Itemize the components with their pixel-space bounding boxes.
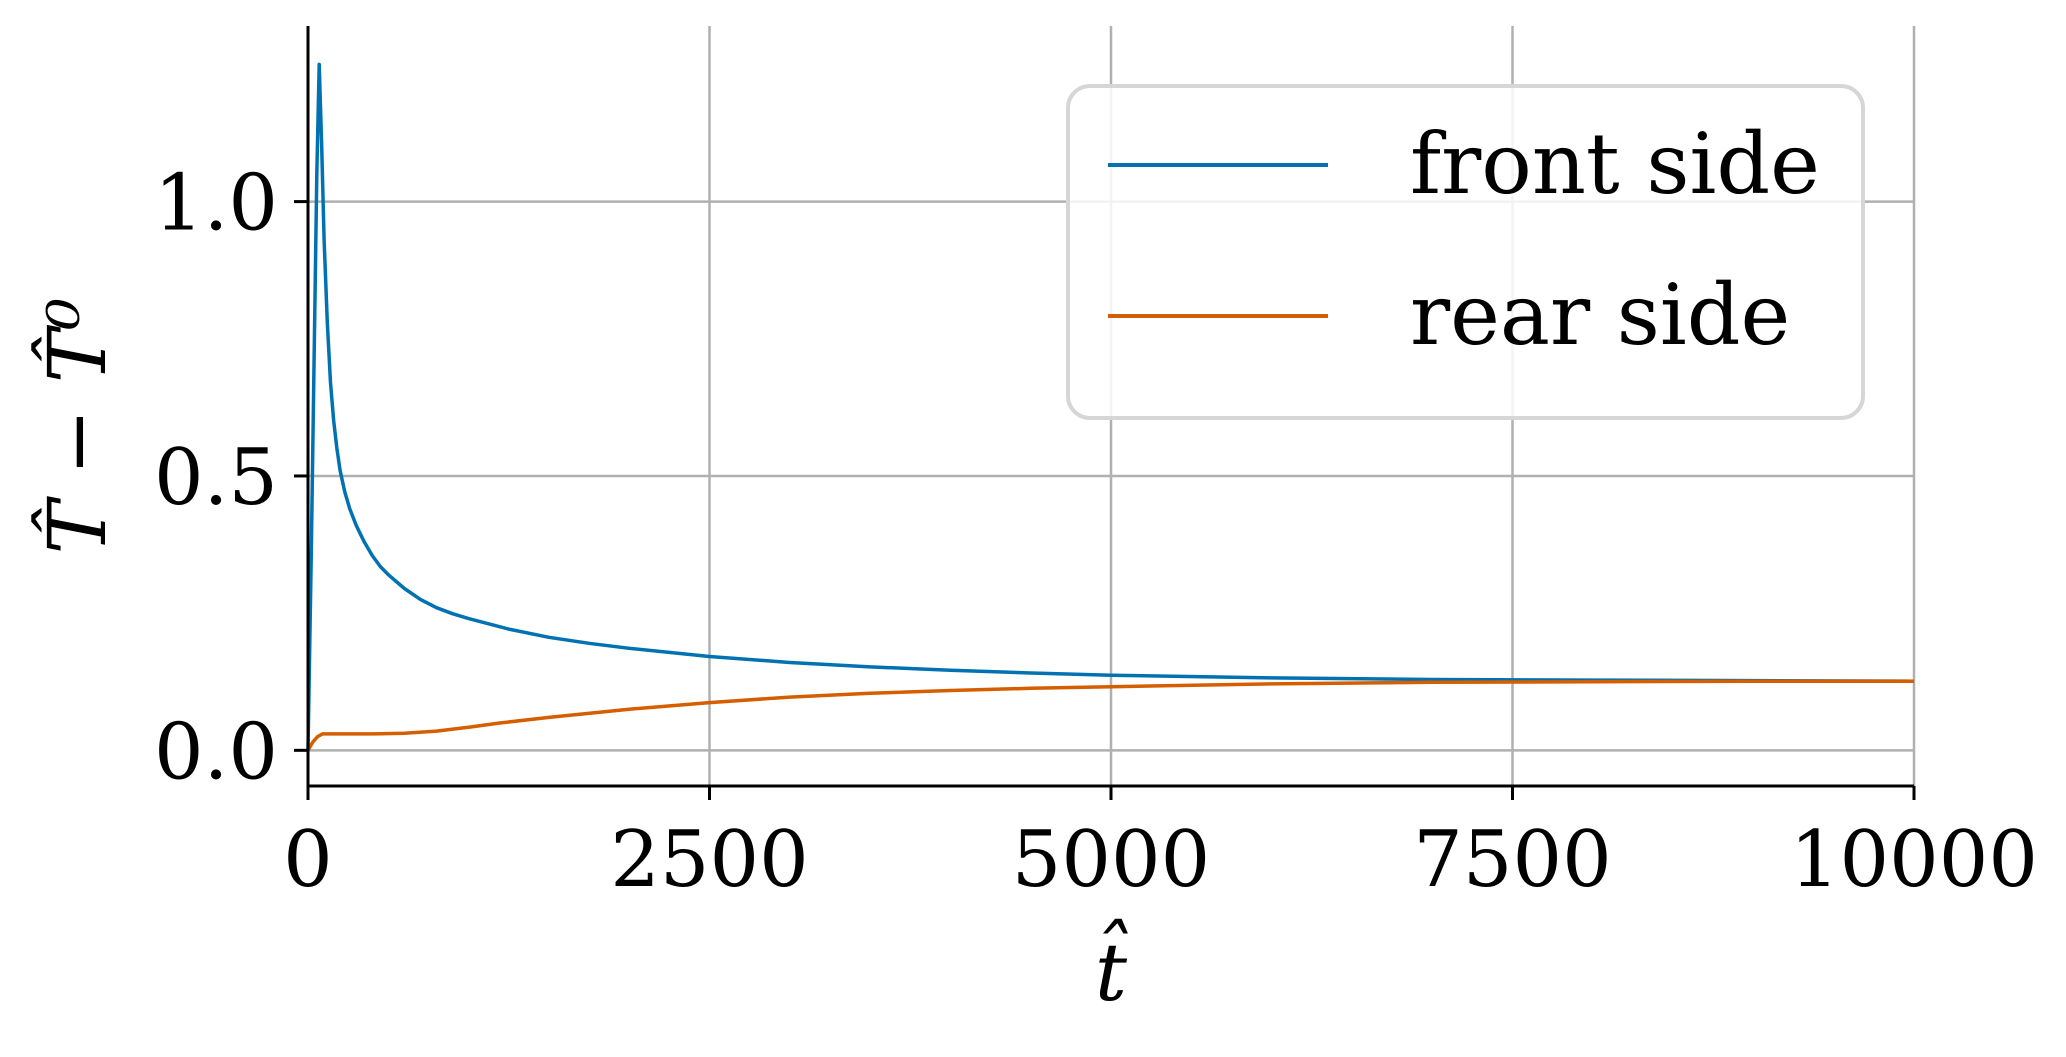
series-lines — [306, 62, 1915, 752]
x-axis-label: t̂ — [1095, 918, 1129, 1019]
legend: front side rear side — [1066, 84, 1865, 420]
legend-box — [1066, 84, 1865, 420]
tick-labels: 0 2500 5000 7500 10000 0.0 0.5 1.0 — [154, 159, 2038, 905]
legend-label-front-side: front side — [1410, 115, 1820, 213]
y-tick-label: 0.5 — [154, 433, 278, 523]
series-line-0 — [306, 62, 1915, 751]
axes — [294, 26, 1916, 800]
x-tick-label: 5000 — [1012, 815, 1211, 905]
x-tick-label: 7500 — [1413, 815, 1612, 905]
x-tick-label: 0 — [283, 815, 333, 905]
legend-label-rear-side: rear side — [1410, 266, 1790, 364]
x-tick-label: 10000 — [1790, 815, 2038, 905]
series-line-1 — [306, 679, 1914, 752]
y-tick-label: 1.0 — [154, 159, 278, 249]
y-axis-label: T̂ − T̂⁰ — [29, 298, 124, 555]
x-tick-label: 2500 — [610, 815, 809, 905]
y-tick-label: 0.0 — [154, 707, 278, 797]
